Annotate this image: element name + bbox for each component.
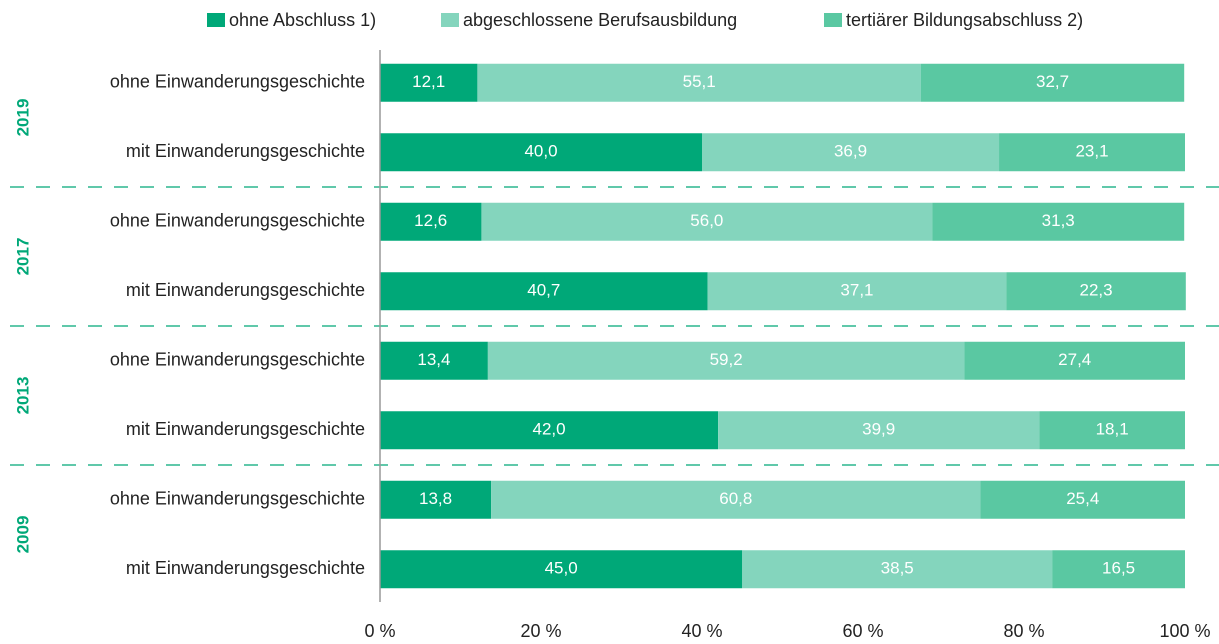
bar-segment [380,63,478,102]
bar-segment [980,480,1185,519]
x-tick-label: 100 % [1159,621,1210,641]
value-label: 59,2 [710,350,743,369]
x-tick-label: 40 % [681,621,722,641]
value-label: 16,5 [1102,559,1135,578]
bar-segment [380,341,488,380]
value-label: 18,1 [1096,420,1129,439]
group-label: 2017 [13,238,32,276]
x-tick-label: 0 % [364,621,395,641]
value-label: 13,4 [417,350,450,369]
value-label: 36,9 [834,142,867,161]
value-label: 25,4 [1066,489,1099,508]
value-label: 12,1 [412,72,445,91]
legend-label: abgeschlossene Berufsausbildung [463,10,737,30]
value-label: 42,0 [533,420,566,439]
value-label: 12,6 [414,211,447,230]
bar-segment [380,133,702,172]
legend-swatch [441,13,459,27]
bar-segment [964,341,1185,380]
bar-segment [491,480,981,519]
value-label: 22,3 [1080,281,1113,300]
value-label: 38,5 [881,559,914,578]
bar-segment [1052,550,1185,589]
bar-segment [718,411,1040,450]
bar-segment [920,63,1185,102]
bar-segment [380,272,708,311]
legend-swatch [207,13,225,27]
bar-segment [380,550,743,589]
category-label: ohne Einwanderungsgeschichte [110,211,365,231]
value-label: 27,4 [1058,350,1091,369]
x-tick-label: 20 % [520,621,561,641]
value-label: 37,1 [840,281,873,300]
bar-segment [742,550,1053,589]
bar-segment [932,202,1185,241]
legend-label: ohne Abschluss 1) [229,10,376,30]
category-label: ohne Einwanderungsgeschichte [110,489,365,509]
value-label: 23,1 [1075,142,1108,161]
x-tick-label: 60 % [842,621,883,641]
x-tick-label: 80 % [1003,621,1044,641]
value-label: 40,7 [527,281,560,300]
value-label: 39,9 [862,420,895,439]
category-label: ohne Einwanderungsgeschichte [110,350,365,370]
value-label: 31,3 [1042,211,1075,230]
bar-segment [1006,272,1186,311]
group-label: 2019 [13,99,32,137]
value-label: 45,0 [545,559,578,578]
bar-segment [999,133,1185,172]
value-label: 60,8 [719,489,752,508]
value-label: 40,0 [524,142,557,161]
bar-segment [477,63,921,102]
value-label: 56,0 [690,211,723,230]
bar-segment [1039,411,1185,450]
value-label: 55,1 [683,72,716,91]
legend-swatch [824,13,842,27]
value-label: 13,8 [419,489,452,508]
bar-segment [380,480,492,519]
group-label: 2013 [13,377,32,415]
legend-label: tertiärer Bildungsabschluss 2) [846,10,1083,30]
category-label: mit Einwanderungsgeschichte [126,558,365,578]
category-label: mit Einwanderungsgeschichte [126,141,365,161]
bar-segment [487,341,965,380]
group-label: 2009 [13,516,32,554]
bar-segment [707,272,1007,311]
category-label: mit Einwanderungsgeschichte [126,280,365,300]
bar-segment [380,202,482,241]
category-label: ohne Einwanderungsgeschichte [110,72,365,92]
value-label: 32,7 [1036,72,1069,91]
bar-segment [380,411,719,450]
bar-segment [481,202,933,241]
category-label: mit Einwanderungsgeschichte [126,419,365,439]
bar-segment [702,133,1000,172]
